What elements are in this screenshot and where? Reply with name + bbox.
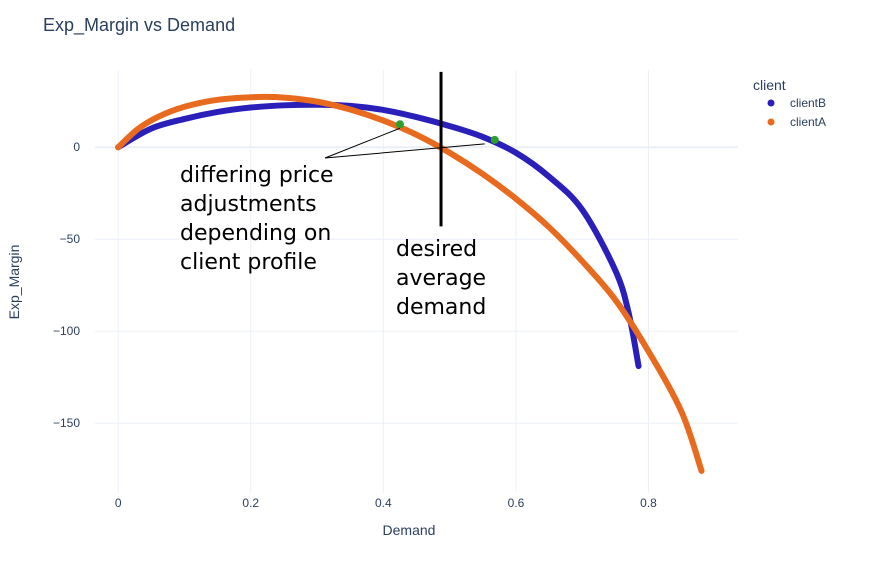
annotation-pointer bbox=[324, 127, 401, 159]
x-tick-label: 0.6 bbox=[508, 496, 525, 510]
legend-label-clientB: clientB bbox=[790, 96, 826, 110]
highlight-marker bbox=[490, 135, 499, 144]
legend-marker-clientB bbox=[767, 99, 775, 107]
annotation-desired-demand-line: average bbox=[396, 266, 486, 291]
tick-layer: 0 0.2 0.4 0.6 0.8 0 −50 −100 −150 bbox=[53, 140, 657, 510]
highlight-marker bbox=[395, 120, 404, 129]
y-tick-label: −150 bbox=[53, 416, 80, 430]
series-line-clientA bbox=[115, 93, 705, 474]
annotation-desired-demand-line: demand bbox=[396, 295, 486, 320]
y-axis-title: Exp_Margin bbox=[6, 245, 22, 320]
annotation-price-adjustments-line: depending on bbox=[180, 221, 331, 246]
x-tick-label: 0.4 bbox=[375, 496, 392, 510]
annotation-price-adjustments-line: differing price bbox=[180, 163, 334, 188]
annotation-layer: differing price adjustments depending on cl… bbox=[180, 127, 486, 320]
annotation-desired-demand-line: desired bbox=[396, 237, 477, 262]
x-tick-label: 0.8 bbox=[640, 496, 657, 510]
series-layer bbox=[115, 93, 705, 474]
grid-layer bbox=[95, 70, 738, 493]
x-tick-label: 0.2 bbox=[242, 496, 259, 510]
annotation-pointer bbox=[324, 143, 485, 159]
overlay-layer bbox=[395, 71, 499, 227]
annotation-price-adjustments-line: adjustments bbox=[180, 192, 317, 217]
legend-marker-clientA bbox=[767, 118, 775, 126]
annotation-price-adjustments-line: client profile bbox=[180, 250, 317, 275]
y-tick-label: −100 bbox=[53, 324, 80, 338]
x-axis-title: Demand bbox=[383, 522, 436, 538]
series-line-clientB bbox=[115, 101, 642, 370]
legend-label-clientA: clientA bbox=[790, 115, 826, 129]
chart-title: Exp_Margin vs Demand bbox=[43, 15, 235, 36]
legend-title: client bbox=[753, 77, 786, 93]
x-tick-label: 0 bbox=[115, 496, 122, 510]
legend: client clientB clientA bbox=[753, 77, 826, 129]
y-tick-label: 0 bbox=[73, 140, 80, 154]
y-tick-label: −50 bbox=[60, 232, 81, 246]
